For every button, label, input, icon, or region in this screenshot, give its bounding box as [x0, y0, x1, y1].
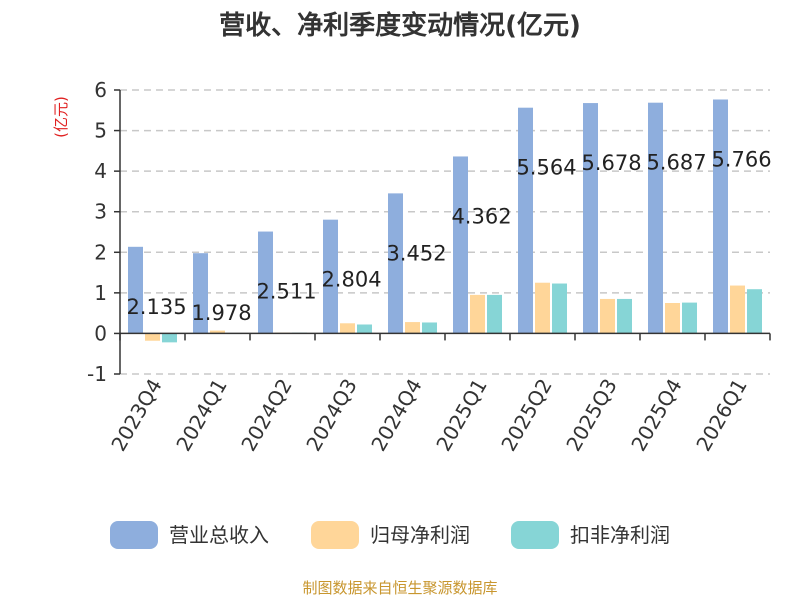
bar — [518, 107, 533, 334]
x-tick-label: 2025Q3 — [561, 375, 621, 456]
bar — [388, 193, 403, 334]
bar — [422, 322, 437, 334]
x-tick-label: 2024Q3 — [301, 375, 361, 456]
bar — [487, 294, 502, 334]
x-tick-label: 2024Q1 — [171, 375, 231, 456]
bar — [340, 323, 355, 334]
grid-layer — [120, 89, 770, 375]
bar — [162, 333, 177, 343]
legend-swatch — [311, 521, 359, 549]
y-tick-label: 0 — [94, 321, 107, 345]
data-label: 5.687 — [646, 151, 706, 175]
legend-label: 扣非净利润 — [570, 523, 670, 547]
y-tick-label: 6 — [94, 78, 107, 102]
x-tick-label: 2026Q1 — [691, 375, 751, 456]
bar — [258, 231, 273, 334]
x-tick-label: 2024Q4 — [366, 375, 426, 456]
bar — [210, 330, 225, 334]
bar — [747, 289, 762, 334]
bar — [357, 324, 372, 334]
bar — [583, 103, 598, 334]
bar — [600, 298, 615, 334]
legend-swatch — [511, 521, 559, 549]
bar — [648, 102, 663, 334]
x-tick-label: 2025Q2 — [496, 375, 556, 456]
y-tick-label: 5 — [94, 119, 107, 143]
x-tick-label: 2025Q4 — [626, 375, 686, 456]
y-tick-label: -1 — [87, 362, 107, 386]
data-label: 5.766 — [711, 147, 771, 171]
data-label: 2.511 — [256, 280, 316, 304]
bar — [453, 156, 468, 334]
y-tick-label: 3 — [94, 200, 107, 224]
bar — [405, 322, 420, 334]
data-label: 5.564 — [516, 156, 576, 180]
bar — [682, 302, 697, 334]
x-tick-label: 2024Q2 — [236, 375, 296, 456]
x-tick-label: 2025Q1 — [431, 375, 491, 456]
legend-label: 归母净利润 — [370, 523, 470, 547]
y-axis-label: (亿元) — [52, 96, 70, 138]
data-label: 1.978 — [191, 301, 251, 325]
bar — [535, 282, 550, 334]
data-label: 5.678 — [581, 151, 641, 175]
data-label: 2.135 — [126, 295, 186, 319]
x-tick-label: 2023Q4 — [106, 375, 166, 456]
bar — [193, 253, 208, 334]
source-note: 制图数据来自恒生聚源数据库 — [302, 579, 497, 597]
bar — [145, 333, 160, 341]
data-label: 4.362 — [451, 204, 511, 228]
bar — [128, 246, 143, 334]
chart-title: 营收、净利季度变动情况(亿元) — [219, 10, 581, 41]
bar — [323, 219, 338, 334]
y-tick-label: 2 — [94, 240, 107, 264]
bar — [552, 283, 567, 334]
bar — [730, 285, 745, 334]
data-label: 3.452 — [386, 241, 446, 265]
bar — [617, 298, 632, 334]
legend-swatch — [110, 521, 158, 549]
data-label: 2.804 — [321, 268, 381, 292]
legend: 营业总收入 归母净利润 扣非净利润 — [110, 521, 670, 549]
legend-label: 营业总收入 — [169, 523, 269, 547]
bar — [713, 99, 728, 334]
bar — [470, 294, 485, 334]
y-tick-label: 4 — [94, 159, 107, 183]
y-tick-label: 1 — [94, 281, 107, 305]
bar — [665, 303, 680, 334]
bars-layer — [128, 99, 762, 343]
